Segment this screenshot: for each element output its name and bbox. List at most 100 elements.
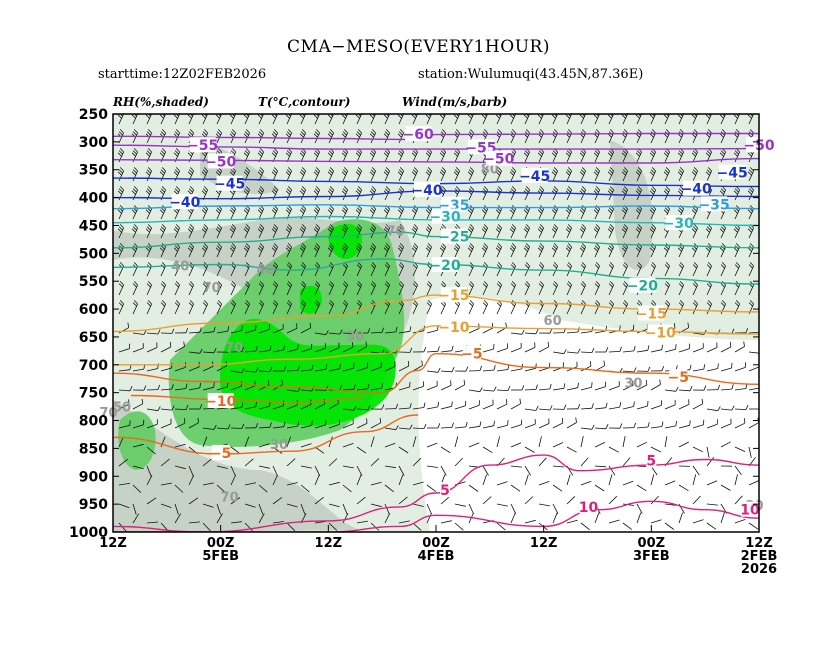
wind-barb	[314, 262, 320, 277]
wind-barb	[215, 224, 222, 239]
temperature-label: −40	[681, 182, 712, 198]
wind-barb	[131, 224, 138, 239]
wind-barb	[188, 474, 195, 486]
temperature-label-bg	[701, 196, 728, 212]
wind-barb	[146, 446, 156, 455]
rh-label: 40	[171, 260, 189, 275]
wind-barb	[216, 484, 226, 493]
wind-barb	[636, 345, 650, 353]
wind-barb	[398, 496, 408, 505]
wind-barb	[496, 343, 508, 353]
wind-barb	[146, 342, 158, 353]
wind-barb	[258, 422, 272, 429]
wind-barb	[635, 167, 642, 182]
wind-barb	[566, 403, 581, 410]
wind-barb	[412, 381, 424, 391]
wind-barb	[286, 522, 296, 532]
wind-barb	[608, 402, 622, 410]
wind-barb	[356, 446, 367, 454]
temperature-label-bg	[440, 482, 450, 498]
wind-barb	[593, 148, 600, 163]
wind-barb	[174, 418, 186, 429]
wind-barb	[244, 367, 259, 373]
wind-barb	[523, 243, 530, 258]
wind-barb	[384, 425, 399, 431]
wind-barb	[552, 349, 567, 355]
wind-barb	[580, 480, 592, 486]
wind-barb	[355, 148, 362, 163]
wind-barb	[160, 300, 166, 315]
wind-barb	[272, 446, 283, 454]
wind-barb	[496, 281, 502, 296]
wind-barb	[202, 522, 211, 532]
y-tick-label: 600	[79, 302, 108, 318]
wind-barb	[720, 418, 732, 429]
wind-barb	[356, 405, 371, 411]
wind-barb	[174, 513, 182, 524]
wind-barb	[538, 418, 550, 429]
wind-barb	[650, 495, 659, 505]
wind-barb	[412, 423, 427, 429]
wind-barb	[285, 186, 292, 201]
wind-barb	[202, 348, 217, 354]
wind-barb	[160, 458, 170, 467]
wind-barb	[356, 362, 369, 372]
wind-barb	[132, 419, 145, 429]
wind-barb	[229, 243, 236, 258]
wind-barb	[286, 300, 292, 315]
wind-barb	[397, 243, 404, 258]
temperature-label: −20	[627, 279, 658, 295]
x-tick-label: 5FEB	[202, 549, 239, 564]
wind-barb	[720, 512, 725, 524]
wind-barb	[286, 503, 298, 508]
wind-barb	[678, 262, 684, 277]
wind-barb	[314, 465, 321, 477]
wind-barb	[440, 446, 451, 454]
wind-barb	[608, 281, 614, 296]
wind-barb	[370, 404, 385, 410]
temperature-contour-line	[113, 325, 759, 366]
wind-barb	[300, 300, 306, 315]
wind-barb	[524, 281, 530, 296]
wind-barb	[440, 367, 455, 373]
wind-barb	[426, 380, 438, 391]
wind-barb	[272, 421, 286, 429]
wind-barb	[412, 300, 418, 315]
wind-barb	[538, 262, 544, 277]
wind-barb	[608, 423, 623, 429]
wind-barb	[244, 324, 257, 334]
wind-barb	[622, 480, 634, 486]
rh-label: 70	[221, 490, 239, 505]
wind-barb	[510, 342, 522, 353]
wind-barb	[328, 458, 338, 467]
wind-barb	[398, 403, 412, 410]
wind-barb	[678, 512, 683, 524]
wind-barb	[341, 167, 348, 182]
wind-barb	[342, 384, 356, 391]
wind-barb	[370, 281, 376, 296]
wind-barb	[580, 436, 584, 448]
wind-barb	[579, 243, 586, 258]
wind-barb	[397, 129, 404, 144]
wind-barb	[160, 503, 172, 508]
wind-barb	[594, 465, 607, 468]
rh-shade-region	[500, 404, 708, 511]
wind-barb	[369, 243, 376, 258]
wind-barb	[285, 224, 292, 239]
wind-barb	[314, 496, 324, 505]
wind-barb	[538, 457, 547, 467]
temperature-contour-line	[130, 394, 365, 404]
wind-barb	[692, 364, 706, 372]
wind-barb	[355, 129, 362, 144]
wind-barb	[118, 482, 130, 486]
x-tick-label: 2026	[741, 562, 777, 577]
temperature-label-bg	[638, 305, 665, 321]
wind-barb	[595, 347, 609, 353]
wind-barb	[174, 327, 189, 334]
wind-barb	[342, 418, 354, 429]
wind-barb	[650, 344, 663, 353]
wind-barb	[160, 281, 166, 296]
wind-barb	[705, 167, 712, 182]
wind-barb	[299, 167, 306, 182]
x-tick-label: 00Z	[638, 536, 666, 551]
